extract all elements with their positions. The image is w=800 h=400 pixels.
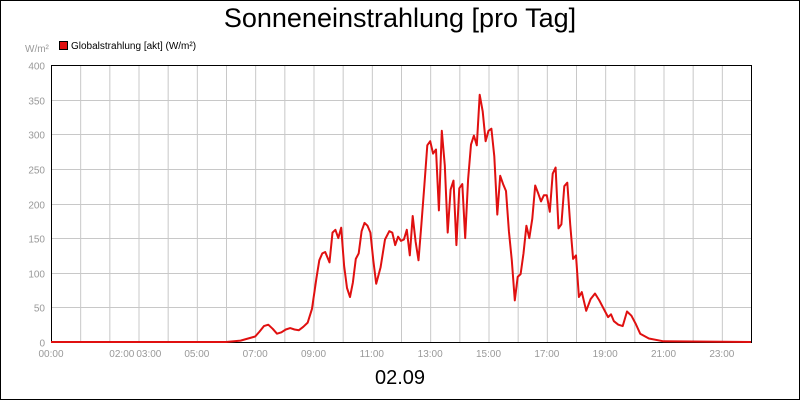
x-tick-label: 09:00 xyxy=(301,349,326,360)
y-tick-label: 350 xyxy=(28,97,45,108)
x-tick-label: 11:00 xyxy=(360,349,385,360)
chart-title: Sonneneinstrahlung [pro Tag] xyxy=(223,3,577,33)
x-tick-label: 13:00 xyxy=(418,349,443,360)
y-tick-label: 100 xyxy=(28,270,45,281)
y-tick-label: 400 xyxy=(28,62,45,73)
y-tick-label: 0 xyxy=(39,339,45,350)
x-tick-label: 03:00 xyxy=(136,349,161,360)
x-tick-label: 02:00 xyxy=(109,349,134,360)
x-tick-label: 15:00 xyxy=(476,349,501,360)
plot-border xyxy=(51,65,752,343)
y-tick-label: 50 xyxy=(34,304,46,315)
x-tick-label: 23:00 xyxy=(709,349,734,360)
y-tick-label: 150 xyxy=(28,235,45,246)
y-tick-label: 300 xyxy=(28,131,45,142)
x-tick-label: 00:00 xyxy=(38,349,63,360)
x-tick-label: 05:00 xyxy=(184,349,209,360)
series-line xyxy=(51,93,752,343)
x-tick-label: 07:00 xyxy=(243,349,268,360)
x-tick-label: 17:00 xyxy=(534,349,559,360)
x-axis-date-label: 02.09 xyxy=(374,367,426,389)
y-tick-label: 200 xyxy=(28,201,45,212)
y-axis-unit-label: W/m² xyxy=(25,44,50,55)
x-tick-label: 21:00 xyxy=(651,349,676,360)
x-tick-label: 19:00 xyxy=(593,349,618,360)
legend-swatch xyxy=(59,41,68,50)
y-tick-label: 250 xyxy=(28,166,45,177)
legend-label: Globalstrahlung [akt] (W/m²) xyxy=(71,41,196,52)
